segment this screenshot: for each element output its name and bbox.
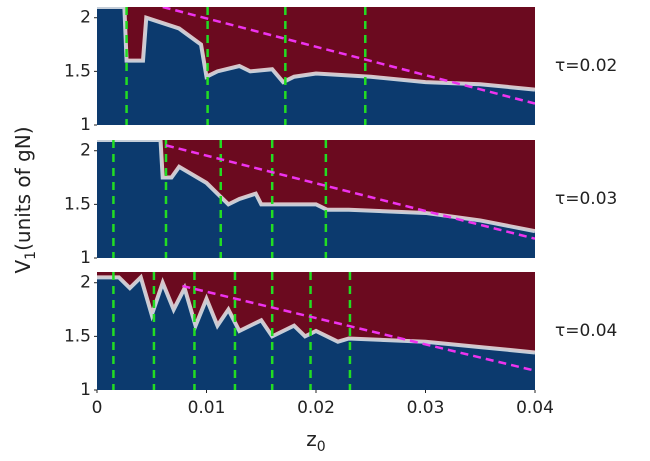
- x-tick-label: 0: [92, 398, 103, 418]
- panel: [97, 7, 535, 125]
- y-tick-label: 1.5: [64, 326, 91, 346]
- x-tick-label: 0.02: [297, 398, 335, 418]
- annotation: τ=0.02: [555, 56, 617, 76]
- y-label-main: V: [11, 260, 35, 274]
- y-tick-label: 1: [80, 115, 91, 135]
- y-tick-label: 1.5: [64, 194, 91, 214]
- y-label-sub: 1: [23, 251, 39, 260]
- area: [97, 140, 535, 258]
- x-tick-label: 0.03: [407, 398, 445, 418]
- y-label: V1(units of gN): [11, 126, 40, 273]
- panel: [97, 272, 535, 390]
- y-label-rest: (units of gN): [11, 126, 35, 250]
- area: [97, 277, 535, 390]
- y-tick-label: 2: [80, 273, 91, 293]
- y-tick-label: 1: [80, 380, 91, 400]
- y-tick-label: 2: [80, 8, 91, 28]
- y-tick-label: 1.5: [64, 61, 91, 81]
- dashed-line: [182, 284, 535, 372]
- boundary: [97, 273, 535, 355]
- annotation: τ=0.03: [555, 189, 617, 209]
- dashed-line: [165, 144, 535, 240]
- y-tick-label: 1: [80, 248, 91, 268]
- x-label-main: z: [306, 427, 317, 451]
- y-tick-label: 2: [80, 141, 91, 161]
- boundary: [97, 7, 535, 92]
- annotation: τ=0.04: [555, 321, 617, 341]
- boundary: [97, 140, 535, 234]
- x-tick-label: 0.01: [188, 398, 226, 418]
- panel: [97, 140, 535, 258]
- x-label-sub: 0: [317, 439, 326, 455]
- x-tick-label: 0.04: [516, 398, 554, 418]
- x-label: z0: [306, 427, 325, 456]
